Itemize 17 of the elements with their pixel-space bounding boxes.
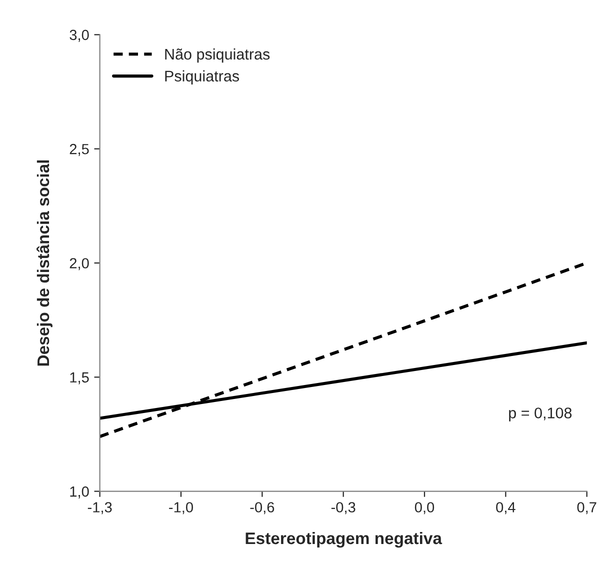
x-tick-label: 0,7 [577, 502, 596, 514]
y-axis-title: Desejo de distância social [36, 160, 52, 366]
x-tick-label: 0,0 [414, 502, 434, 514]
legend-label: Psiquiatras [165, 70, 240, 85]
x-tick-label: -0,3 [331, 502, 356, 514]
x-tick-label: -1,0 [169, 502, 193, 514]
legend-label: Não psiquiatras [165, 48, 270, 63]
x-tick-label: -1,3 [88, 502, 112, 514]
y-tick-label: 1,0 [70, 486, 89, 498]
x-tick-label: 0,4 [496, 502, 516, 514]
x-axis-title: Estereotipagem negativa [246, 532, 442, 548]
annotation: p = 0,108 [509, 408, 572, 422]
y-tick-label: 1,5 [70, 372, 89, 384]
y-tick-label: 2,5 [70, 144, 89, 156]
x-tick-label: -0,6 [250, 502, 274, 514]
y-tick-label: 3,0 [70, 30, 89, 42]
y-tick-label: 2,0 [70, 258, 89, 270]
